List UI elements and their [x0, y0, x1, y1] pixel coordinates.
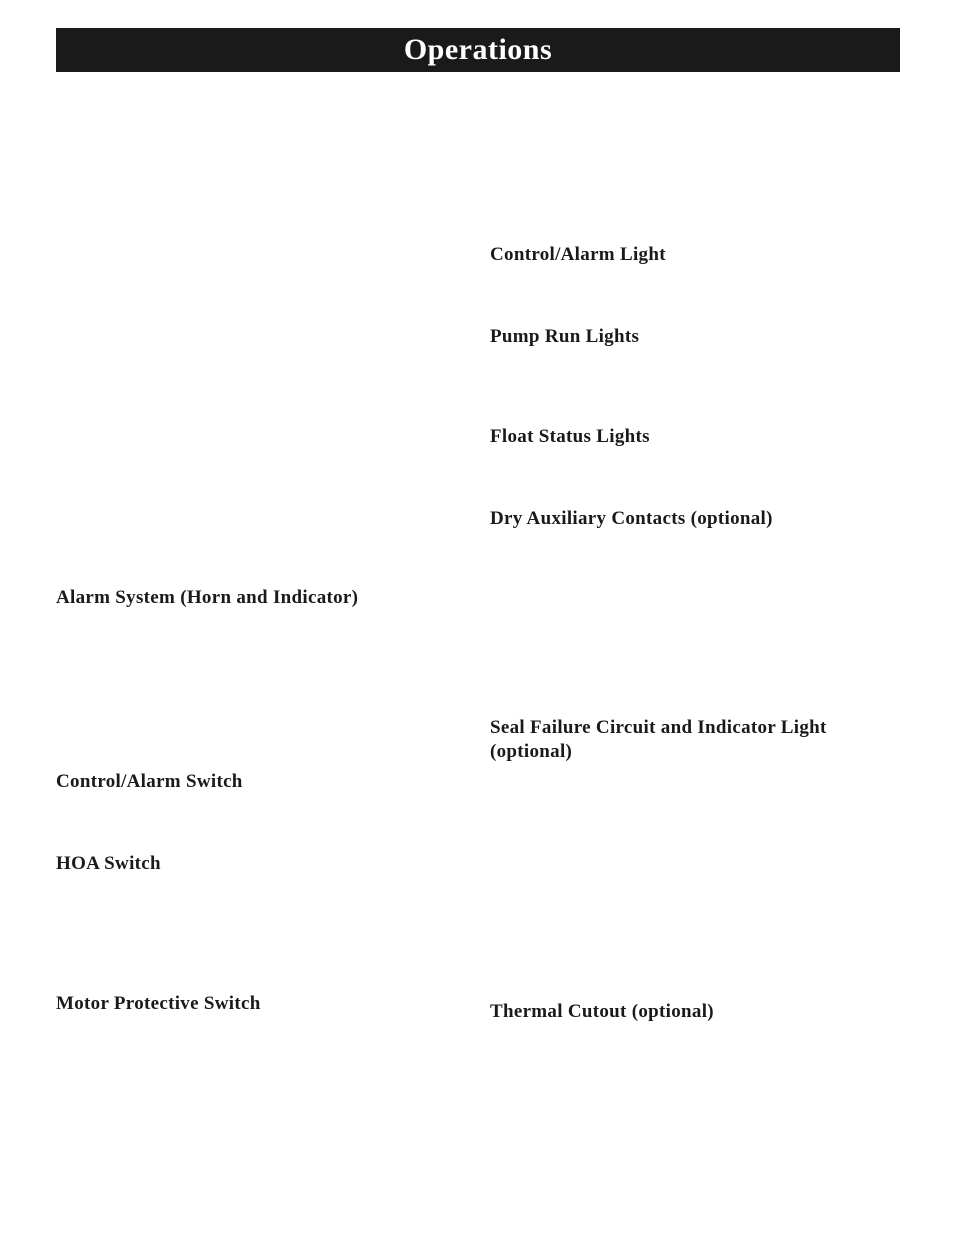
page-title-bar: Operations — [56, 28, 900, 72]
heading-control-alarm-light: Control/Alarm Light — [490, 243, 666, 267]
heading-alarm-system: Alarm System (Horn and Indicator) — [56, 586, 358, 610]
heading-seal-failure-line2: (optional) — [490, 740, 572, 764]
heading-thermal-cutout: Thermal Cutout (optional) — [490, 1000, 714, 1024]
heading-float-status-lights: Float Status Lights — [490, 425, 650, 449]
heading-hoa-switch: HOA Switch — [56, 852, 161, 876]
heading-control-alarm-switch: Control/Alarm Switch — [56, 770, 243, 794]
page: Operations Alarm System (Horn and Indica… — [0, 0, 954, 1235]
heading-seal-failure-line1: Seal Failure Circuit and Indicator Light — [490, 716, 900, 740]
heading-pump-run-lights: Pump Run Lights — [490, 325, 639, 349]
heading-dry-aux-contacts: Dry Auxiliary Contacts (optional) — [490, 507, 773, 531]
page-title: Operations — [404, 33, 552, 66]
heading-motor-protective-switch: Motor Protective Switch — [56, 992, 261, 1016]
